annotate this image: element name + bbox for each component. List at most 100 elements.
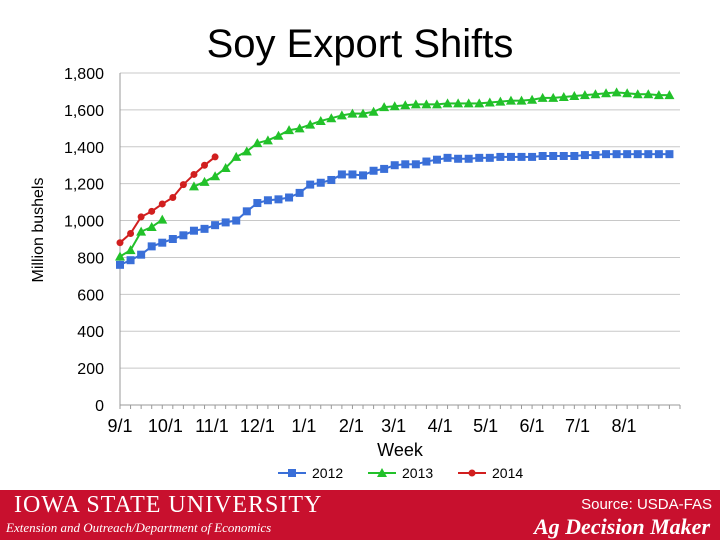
x-tick-label: 10/1 <box>148 416 183 436</box>
data-point <box>231 151 242 161</box>
grid-layer <box>120 72 680 406</box>
data-point <box>463 98 474 108</box>
data-point <box>147 242 156 251</box>
data-point <box>136 226 147 236</box>
data-point <box>201 161 209 169</box>
x-tick-label: 4/1 <box>428 416 453 436</box>
y-tick-label: 600 <box>77 287 104 304</box>
data-point <box>528 152 537 161</box>
data-point <box>262 135 273 145</box>
legend-item-2012: 2012 <box>278 465 343 481</box>
legend-label: 2012 <box>312 465 343 481</box>
data-point <box>454 154 463 163</box>
x-tick-label: 7/1 <box>565 416 590 436</box>
data-point <box>475 153 484 162</box>
data-point <box>169 194 177 201</box>
x-tick-label: 11/1 <box>195 416 229 436</box>
data-point <box>390 161 399 170</box>
legend-swatch-marker <box>377 468 387 477</box>
data-point <box>368 106 379 116</box>
data-point <box>148 207 156 215</box>
data-point <box>146 222 157 232</box>
data-point <box>527 94 538 104</box>
data-point <box>316 178 325 187</box>
data-point <box>602 150 611 159</box>
data-point <box>285 193 294 202</box>
data-point <box>474 98 485 108</box>
data-point <box>157 214 168 224</box>
export-chart: 0 200 400 600 800 1,000 1,200 1,400 1,600 1,800 9/… <box>30 66 681 481</box>
y-tick-label: 1,400 <box>64 140 104 157</box>
data-point <box>232 216 241 225</box>
data-point <box>179 181 187 189</box>
legend-swatch-marker <box>288 469 296 477</box>
department-name: Extension and Outreach/Department of Eco… <box>6 520 272 535</box>
x-tick-label: 5/1 <box>473 416 498 436</box>
data-point <box>253 199 262 208</box>
data-point <box>538 152 547 160</box>
y-tick-label: 1,600 <box>64 103 104 120</box>
data-point <box>294 123 305 133</box>
data-point <box>211 221 220 230</box>
data-point <box>442 98 453 108</box>
data-point <box>242 207 251 216</box>
data-point <box>495 96 506 106</box>
data-point <box>126 256 135 265</box>
axis-layer: 0 200 400 600 800 1,000 1,200 1,400 1,600 1,800 9/… <box>64 66 681 436</box>
data-point <box>411 160 420 169</box>
y-tick-label: 400 <box>77 324 104 341</box>
data-point <box>189 226 198 235</box>
data-point <box>379 102 390 112</box>
data-point <box>359 171 368 180</box>
data-point <box>252 138 263 148</box>
data-point <box>400 100 411 110</box>
data-point <box>115 251 125 261</box>
brand-name: Ag Decision Maker <box>534 514 710 539</box>
data-point <box>179 231 188 240</box>
data-point <box>431 99 442 109</box>
data-point <box>284 125 295 135</box>
data-point <box>623 150 632 159</box>
data-point <box>443 153 452 162</box>
data-point <box>327 175 336 184</box>
source-credit: Source: USDA-FAS <box>581 496 712 513</box>
data-point <box>505 95 516 105</box>
data-point <box>496 152 505 161</box>
data-point <box>580 151 589 160</box>
x-axis-label: Week <box>377 440 424 460</box>
series-2012 <box>116 150 674 269</box>
data-point <box>537 92 548 102</box>
data-point <box>516 95 527 105</box>
data-point <box>549 152 558 160</box>
data-point <box>116 239 124 247</box>
data-point <box>421 99 432 109</box>
legend-label: 2013 <box>402 465 433 481</box>
data-point <box>453 98 464 108</box>
data-point <box>199 176 210 186</box>
data-point <box>664 90 675 100</box>
data-point <box>137 250 146 259</box>
data-point <box>315 115 326 125</box>
data-point <box>644 150 653 159</box>
data-point <box>401 160 410 169</box>
data-point <box>632 89 643 99</box>
data-point <box>570 152 579 160</box>
x-tick-label: 6/1 <box>520 416 545 436</box>
x-tick-label: 1/1 <box>291 416 316 436</box>
data-point <box>295 188 304 197</box>
legend-label: 2014 <box>492 465 523 481</box>
data-point <box>590 89 601 99</box>
data-point <box>274 195 283 204</box>
data-point <box>190 170 198 178</box>
data-point <box>158 200 166 208</box>
data-point <box>485 153 494 162</box>
data-point <box>380 164 389 173</box>
data-point <box>389 101 400 111</box>
x-tick-label: 9/1 <box>107 416 132 436</box>
data-point <box>158 238 167 247</box>
data-point <box>559 152 568 160</box>
data-point <box>358 108 369 118</box>
data-point <box>211 153 219 161</box>
data-point <box>127 229 135 237</box>
data-point <box>410 99 421 109</box>
